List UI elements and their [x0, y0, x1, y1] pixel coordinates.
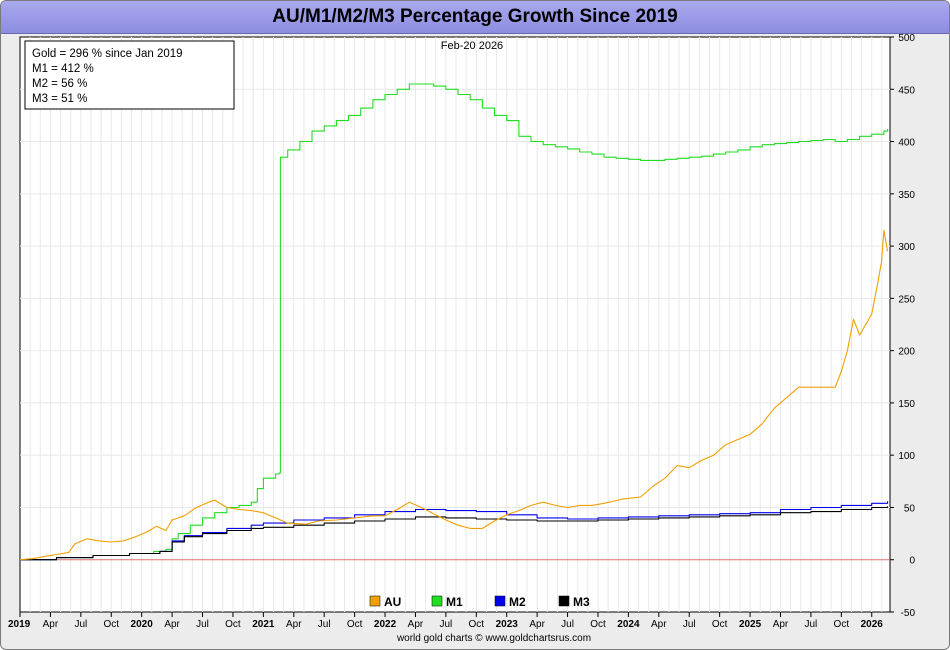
legend-swatch-au: [369, 595, 381, 607]
x-tick-label: Apr: [651, 619, 667, 630]
x-tick-label: Apr: [43, 619, 59, 630]
x-tick-label: Oct: [103, 619, 119, 630]
legend-label-m1: M1: [446, 595, 463, 609]
legend: AU M1 M2 M3: [369, 595, 590, 609]
x-tick-label: Jul: [318, 619, 331, 630]
x-tick-label: Jul: [196, 619, 209, 630]
x-tick-label: Apr: [164, 619, 180, 630]
legend-swatch-m3: [558, 595, 570, 607]
y-axis: -50 0 50 100 150 200 250 300 350 400 450 500: [890, 33, 915, 619]
info-box-frame: [24, 40, 235, 110]
y-tick-label: 100: [898, 451, 915, 462]
series-group: [19, 83, 889, 561]
x-tick-label: 2020: [131, 619, 154, 630]
legend-label-au: AU: [384, 595, 401, 609]
x-axis: 2019 Apr Jul Oct 2020 Apr Jul Oct 2021 Apr Jul Oct 2…: [8, 612, 883, 630]
x-tick-label: Oct: [712, 619, 728, 630]
x-tick-label: Jul: [683, 619, 696, 630]
y-tick-label: 500: [898, 33, 915, 44]
x-tick-label: Apr: [773, 619, 789, 630]
legend-label-m3: M3: [573, 595, 590, 609]
x-tick-label: 2022: [374, 619, 397, 630]
chart-title: AU/M1/M2/M3 Percentage Growth Since 2019: [1, 1, 949, 34]
y-tick-label: 200: [898, 347, 915, 358]
y-tick-label: 450: [898, 85, 915, 96]
y-tick-label: 350: [898, 190, 915, 201]
x-tick-label: Oct: [469, 619, 485, 630]
series-line-m3: [20, 506, 889, 561]
x-tick-label: 2019: [8, 619, 31, 630]
info-m1: M1 = 412 %: [32, 63, 94, 75]
info-m2: M2 = 56 %: [32, 78, 87, 90]
y-tick-label: 400: [898, 138, 915, 149]
plot-area: [19, 36, 891, 613]
series-line-m1: [20, 83, 889, 561]
x-tick-label: Jul: [805, 619, 818, 630]
x-tick-label: 2021: [252, 619, 275, 630]
x-tick-label: Jul: [74, 619, 87, 630]
x-tick-label: 2025: [739, 619, 762, 630]
series-line-m2: [20, 501, 889, 561]
x-tick-label: Oct: [225, 619, 241, 630]
y-tick-label: 250: [898, 294, 915, 305]
legend-label-m2: M2: [509, 595, 526, 609]
x-tick-label: Oct: [347, 619, 363, 630]
y-tick-label: -50: [901, 608, 916, 619]
y-tick-label: 300: [898, 242, 915, 253]
legend-swatch-m2: [494, 595, 506, 607]
x-tick-label: Jul: [439, 619, 452, 630]
x-tick-label: 2023: [496, 619, 519, 630]
x-tick-label: Oct: [834, 619, 850, 630]
x-tick-label: Apr: [286, 619, 302, 630]
x-tick-label: Oct: [590, 619, 606, 630]
legend-swatch-m1: [431, 595, 443, 607]
x-tick-label: Apr: [408, 619, 424, 630]
x-tick-label: 2026: [861, 619, 884, 630]
date-label: Feb-20 2026: [441, 40, 503, 52]
y-tick-label: 50: [904, 503, 916, 514]
series-line-au: [19, 229, 889, 561]
y-tick-label: 0: [909, 556, 915, 567]
x-tick-label: 2024: [617, 619, 640, 630]
y-tick-label: 150: [898, 399, 915, 410]
x-tick-label: Apr: [529, 619, 545, 630]
info-m3: M3 = 51 %: [32, 93, 87, 105]
footer-credit: world gold charts © www.goldchartsrus.co…: [396, 633, 591, 644]
info-gold: Gold = 296 % since Jan 2019: [32, 48, 183, 60]
x-tick-label: Jul: [561, 619, 574, 630]
info-box: Gold = 296 % since Jan 2019 M1 = 412 % M…: [24, 40, 235, 110]
